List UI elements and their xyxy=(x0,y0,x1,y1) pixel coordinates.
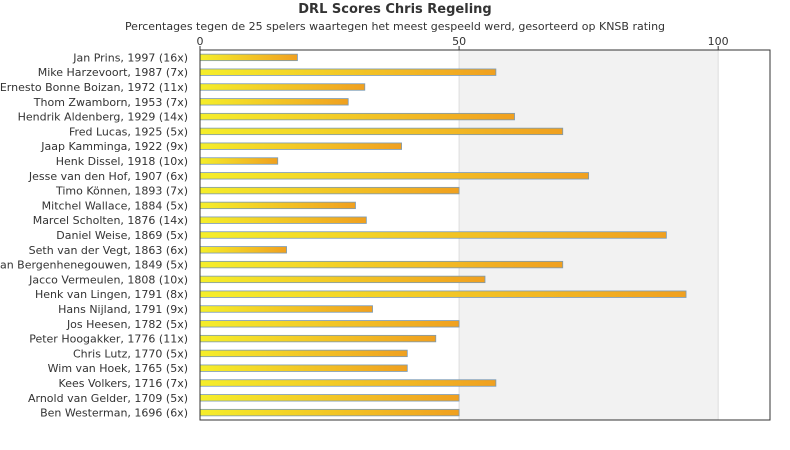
bar xyxy=(199,142,402,150)
bar xyxy=(199,364,408,372)
bar xyxy=(199,379,497,387)
bar xyxy=(199,290,687,298)
category-label: Timo Können, 1893 (7x) xyxy=(55,185,188,198)
category-label: Jaap Kamminga, 1922 (9x) xyxy=(40,140,188,153)
bar xyxy=(199,349,408,358)
category-label: Seth van der Vegt, 1863 (6x) xyxy=(29,244,188,257)
bar xyxy=(199,320,460,328)
bar xyxy=(199,68,497,76)
bar xyxy=(199,98,349,106)
category-label: Fred Lucas, 1925 (5x) xyxy=(69,125,188,138)
category-label: Jos Heesen, 1782 (5x) xyxy=(66,318,188,331)
category-label: Jacco Vermeulen, 1808 (10x) xyxy=(28,273,188,286)
bar xyxy=(199,186,460,195)
bar xyxy=(199,246,287,254)
plot-band xyxy=(718,50,770,420)
bar xyxy=(199,408,460,417)
bar xyxy=(199,172,590,180)
chart-title: DRL Scores Chris Regeling xyxy=(298,2,492,17)
category-label: Henk van Lingen, 1791 (8x) xyxy=(35,288,188,301)
category-label: Ernesto Bonne Boizan, 1972 (11x) xyxy=(0,81,188,94)
bar xyxy=(199,201,356,210)
tick-label: 100 xyxy=(708,35,729,48)
category-label: Henk Dissel, 1918 (10x) xyxy=(56,155,188,168)
category-label: Ben Westerman, 1696 (6x) xyxy=(40,407,188,420)
category-label: Jan Prins, 1997 (16x) xyxy=(72,51,188,64)
bar xyxy=(199,127,564,136)
category-label: Mike Harzevoort, 1987 (7x) xyxy=(38,66,188,79)
bar xyxy=(199,334,437,343)
bar xyxy=(199,83,366,91)
bar xyxy=(199,394,460,402)
category-label: Hans Nijland, 1791 (9x) xyxy=(58,303,188,316)
category-label: Mitchel Wallace, 1884 (5x) xyxy=(42,199,188,212)
category-label: Arnold van Gelder, 1709 (5x) xyxy=(28,392,188,405)
chart-subtitle: Percentages tegen de 25 spelers waartege… xyxy=(124,20,666,33)
category-label: Chris Lutz, 1770 (5x) xyxy=(73,347,188,360)
bar xyxy=(199,260,564,269)
category-label: Hendrik Aldenberg, 1929 (14x) xyxy=(18,111,188,124)
bar xyxy=(199,112,515,121)
category-label: Wim van Hoek, 1765 (5x) xyxy=(48,362,188,375)
plot-frame xyxy=(199,49,771,421)
tick-label: 50 xyxy=(452,35,466,48)
category-label: Jesse van den Hof, 1907 (6x) xyxy=(28,170,188,183)
tick-label: 0 xyxy=(197,35,204,48)
category-label: Kees Volkers, 1716 (7x) xyxy=(59,377,188,390)
category-label: Marcel Scholten, 1876 (14x) xyxy=(33,214,188,227)
category-label: van Bergenhenegouwen, 1849 (5x) xyxy=(0,259,188,272)
bar xyxy=(199,157,279,165)
bar xyxy=(199,53,298,62)
bar xyxy=(199,275,486,284)
category-label: Peter Hoogakker, 1776 (11x) xyxy=(29,333,188,346)
category-label: Daniel Weise, 1869 (5x) xyxy=(56,229,188,242)
bar xyxy=(199,305,373,313)
bar xyxy=(199,216,367,224)
category-label: Thom Zwamborn, 1953 (7x) xyxy=(33,96,188,109)
bar xyxy=(199,231,667,239)
